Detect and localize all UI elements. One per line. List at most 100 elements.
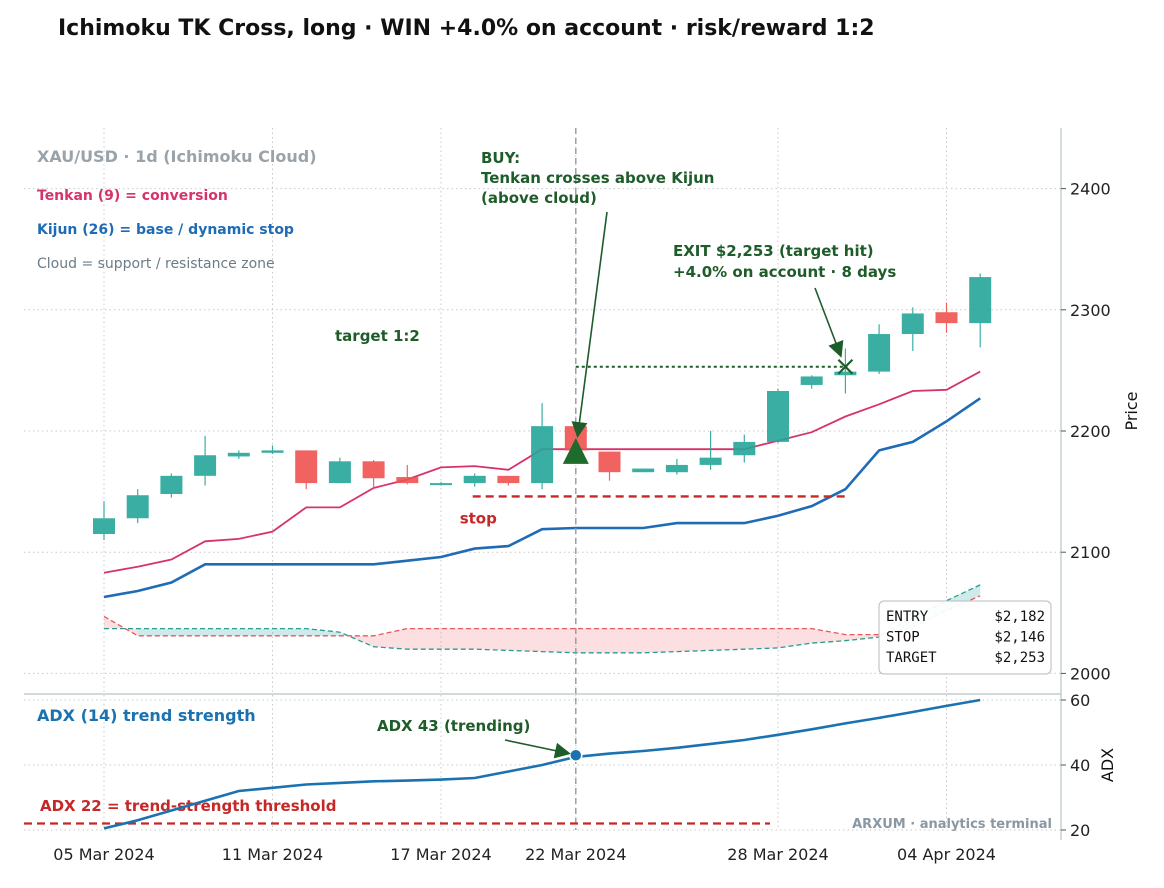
candle	[126, 489, 149, 524]
price-tick-label: 2100	[1070, 543, 1111, 562]
candle	[531, 403, 554, 490]
candle-body	[194, 455, 217, 476]
info-box-key: TARGET	[886, 650, 937, 666]
candle	[733, 434, 756, 463]
cloud-fill	[542, 628, 576, 653]
candle	[935, 302, 958, 333]
candle	[632, 468, 655, 473]
candle-body	[834, 371, 857, 376]
candle	[463, 473, 486, 487]
candle	[969, 273, 992, 348]
candle	[699, 430, 722, 470]
candle	[665, 458, 688, 475]
price-tick-label: 2400	[1070, 180, 1111, 199]
candle-body	[227, 452, 250, 457]
candle-body	[295, 450, 318, 484]
candle-body	[632, 468, 655, 473]
candle-body	[463, 475, 486, 484]
info-box: ENTRY $2,182 STOP $2,146 TARGET $2,253	[878, 600, 1052, 675]
x-tick-label: 05 Mar 2024	[53, 845, 154, 864]
cloud-fill	[238, 628, 273, 636]
watermark: ARXUM · analytics terminal	[852, 817, 1052, 832]
cloud-fill	[811, 628, 846, 644]
x-tick-label: 22 Mar 2024	[525, 845, 626, 864]
adx-marker-arrow	[504, 739, 571, 759]
candle	[868, 324, 891, 375]
info-box-key: ENTRY	[886, 609, 929, 625]
cloud-fill	[643, 628, 677, 653]
adx-tick-label: 60	[1070, 691, 1090, 710]
cloud-fill	[609, 628, 644, 653]
price-tick-label: 2000	[1070, 664, 1111, 683]
cloud-fill	[306, 628, 340, 636]
candle-body	[868, 334, 891, 372]
info-box-value: $2,182	[994, 609, 1045, 625]
symbol-label: XAU/USD · 1d (Ichimoku Cloud)	[37, 147, 317, 166]
candle-body	[767, 391, 789, 442]
chart-title: Ichimoku TK Cross, long · WIN +4.0% on a…	[58, 16, 875, 41]
adx-tick-label: 40	[1070, 756, 1090, 775]
legend-item: Kijun (26) = base / dynamic stop	[37, 222, 294, 238]
adx-axis-label: ADX	[1098, 748, 1117, 782]
candle-body	[969, 277, 992, 324]
candle	[396, 464, 419, 485]
candle	[362, 460, 385, 490]
candle	[767, 388, 789, 444]
price-tick-label: 2300	[1070, 301, 1111, 320]
candle-body	[497, 475, 520, 484]
target-label: target 1:2	[335, 327, 420, 345]
adx-marker	[569, 748, 583, 762]
candle	[430, 481, 452, 486]
cloud-fill	[272, 628, 307, 636]
exit-marker	[837, 358, 854, 375]
legend-item: Cloud = support / resistance zone	[37, 256, 275, 272]
adx-line	[103, 698, 981, 830]
candle-body	[935, 312, 958, 324]
candle-body	[328, 461, 351, 484]
exit-annotation-text: EXIT $2,253 (target hit)	[673, 242, 874, 260]
buy-annotation-text: (above cloud)	[481, 189, 597, 207]
cloud-fill	[171, 628, 206, 636]
candle	[598, 451, 621, 481]
candle-body	[901, 313, 924, 335]
info-box-frame	[878, 600, 1052, 675]
candle-body	[396, 477, 419, 484]
x-tick-label: 28 Mar 2024	[727, 845, 828, 864]
cloud-fill	[474, 628, 509, 651]
candle	[93, 501, 115, 541]
buy-annotation-arrow	[571, 211, 608, 438]
stop-label: stop	[460, 509, 497, 527]
candle-body	[665, 464, 688, 473]
cloud-fill	[710, 628, 745, 651]
price-tick-label: 2200	[1070, 422, 1111, 441]
candle	[160, 473, 183, 498]
cloud-fill	[407, 628, 441, 650]
adx-marker-label: ADX 43 (trending)	[377, 717, 530, 735]
entry-marker	[562, 437, 589, 464]
cloud-fill	[373, 628, 408, 650]
candle	[497, 475, 520, 486]
cloud-fill	[778, 628, 812, 648]
cloud-fill	[508, 628, 543, 652]
candle-body	[362, 461, 385, 479]
candle-body	[733, 441, 756, 456]
candle-body	[800, 376, 823, 385]
cloud-fill	[845, 634, 880, 641]
candle-body	[598, 451, 621, 473]
candle-body	[261, 450, 284, 453]
cloud-fill	[744, 628, 778, 650]
candle	[834, 348, 857, 394]
x-tick-label: 04 Apr 2024	[897, 845, 996, 864]
adx-tick-label: 20	[1070, 821, 1090, 840]
adx-title: ADX (14) trend strength	[37, 706, 256, 725]
candle-body	[699, 457, 722, 465]
cloud-fill	[676, 628, 711, 652]
candle-body	[531, 426, 554, 484]
kijun-line	[103, 397, 981, 599]
price-axis-label: Price	[1122, 391, 1141, 430]
candle	[800, 375, 823, 389]
cloud-fill	[441, 628, 475, 650]
candle-body	[430, 483, 452, 486]
info-box-key: STOP	[886, 630, 920, 646]
